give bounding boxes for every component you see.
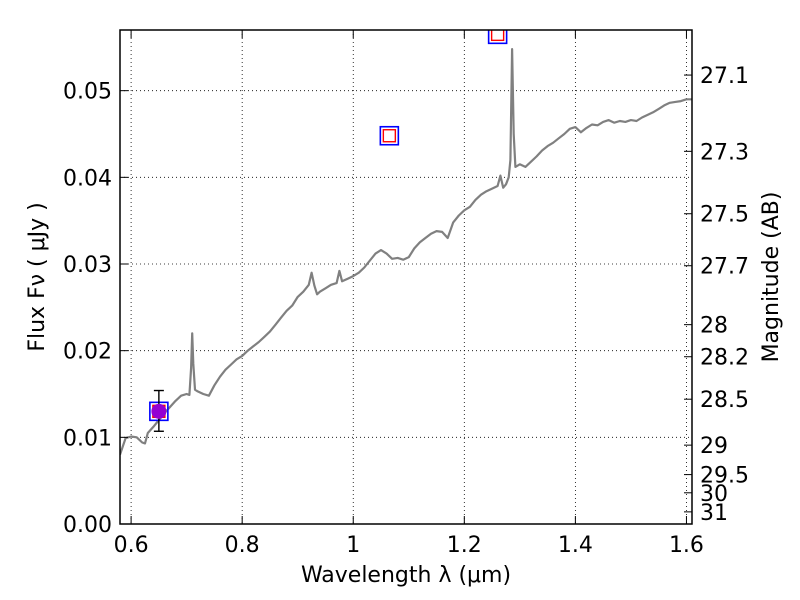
y2-tick-label: 30 xyxy=(700,482,728,507)
y2-tick-label: 28.2 xyxy=(700,346,749,371)
x-axis-title: Wavelength λ (μm) xyxy=(301,563,511,588)
y-tick-label: 0.00 xyxy=(63,513,112,538)
tick-marks xyxy=(120,30,692,525)
x-tick-label: 1.4 xyxy=(558,533,593,558)
x-tick-label: 0.6 xyxy=(114,533,149,558)
plot-frame xyxy=(119,29,693,525)
right-axis-title: Magnitude (AB) xyxy=(759,192,784,363)
marker-layer xyxy=(149,30,508,432)
model-point-outer xyxy=(379,125,400,146)
model-point-outer xyxy=(487,30,508,45)
y-tick-label: 0.01 xyxy=(63,426,112,451)
x-tick-label: 1 xyxy=(346,533,360,558)
x-tick-label: 1.6 xyxy=(669,533,704,558)
y-axis-title: Flux Fν ( μJy ) xyxy=(25,202,50,351)
y2-tick-label: 28.5 xyxy=(700,388,749,413)
y-tick-label: 0.02 xyxy=(63,340,112,365)
spectrum-line xyxy=(120,47,692,456)
x-tick-label: 1.2 xyxy=(447,533,482,558)
y2-tick-label: 27.1 xyxy=(700,64,749,89)
y2-tick-label: 27.7 xyxy=(700,255,749,280)
y-tick-label: 0.05 xyxy=(63,80,112,105)
x-tick-label: 0.8 xyxy=(225,533,260,558)
y2-tick-label: 27.3 xyxy=(700,140,749,165)
observed-point xyxy=(151,403,167,419)
y-tick-label: 0.03 xyxy=(63,253,112,278)
model-point-inner xyxy=(382,129,397,143)
y2-tick-label: 28 xyxy=(700,314,728,339)
y-tick-label: 0.04 xyxy=(63,166,112,191)
model-point-inner xyxy=(490,30,505,42)
y2-tick-label: 27.5 xyxy=(700,203,749,228)
y2-tick-label: 31 xyxy=(700,501,728,526)
y2-tick-label: 29 xyxy=(700,434,728,459)
series-layer xyxy=(120,47,692,456)
y2-tick-label: 29.5 xyxy=(700,464,749,489)
tick-labels: 0.6 0.8 1 1.2 1.4 1.6 0.00 0.01 0.02 0.03 0.04 0.05… xyxy=(63,64,749,558)
